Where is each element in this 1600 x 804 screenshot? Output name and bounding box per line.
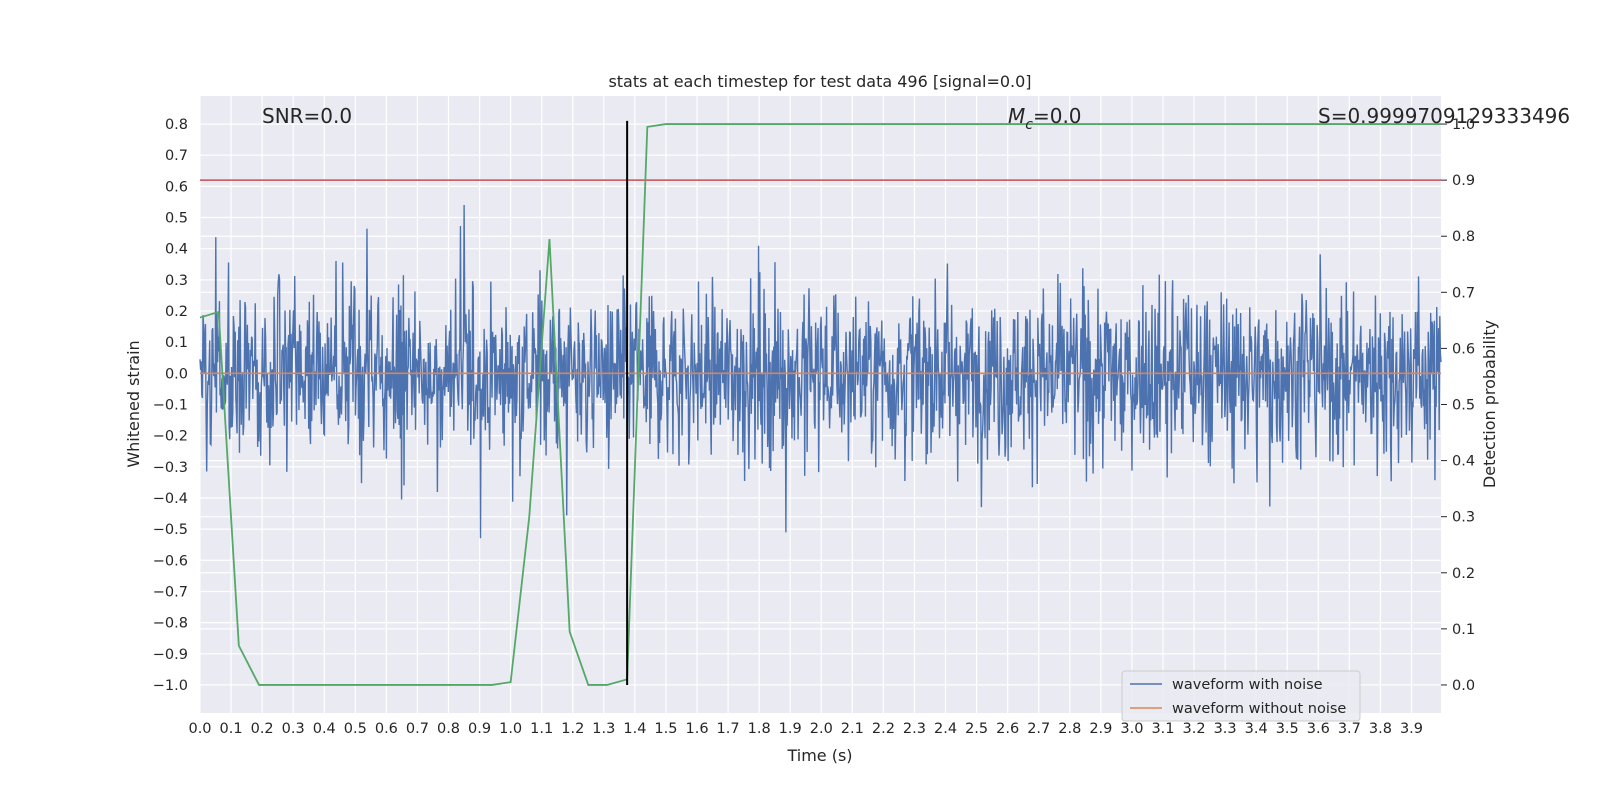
x-tick-label: 1.8 (748, 721, 771, 737)
x-tick-label: 1.5 (654, 721, 677, 737)
y2-tick-label: 0.2 (1452, 566, 1475, 582)
y-tick-label: 0.0 (165, 366, 188, 382)
x-axis-label: Time (s) (786, 746, 852, 765)
x-tick-label: 3.0 (1120, 721, 1143, 737)
x-tick-label: 0.7 (406, 721, 429, 737)
y-tick-label: −0.9 (153, 647, 188, 663)
y-ticks: 0.8 0.7 0.6 0.5 0.4 0.3 0.2 0.1 0.0 −0.1 −0.2 −0.3 −… (153, 117, 188, 694)
x-tick-label: 2.6 (996, 721, 1019, 737)
x-tick-label: 1.0 (499, 721, 522, 737)
x-tick-label: 3.9 (1400, 721, 1423, 737)
y2-tick-label: 0.3 (1452, 510, 1475, 526)
y-axis-label: Whitened strain (124, 340, 143, 467)
legend-label-clean: waveform without noise (1172, 701, 1346, 717)
y-tick-label: 0.7 (165, 148, 188, 164)
y2-tick-label: 0.8 (1452, 229, 1475, 245)
y-tick-label: 0.2 (165, 304, 188, 320)
legend-box (1121, 670, 1361, 722)
y-tick-label: −0.6 (153, 553, 188, 569)
y-tick-label: −0.3 (153, 460, 188, 476)
x-tick-label: 0.4 (313, 721, 336, 737)
x-tick-label: 3.5 (1276, 721, 1299, 737)
x-tick-label: 2.2 (872, 721, 895, 737)
noise-waveform-path (199, 204, 1442, 539)
x-tick-label: 0.3 (282, 721, 305, 737)
x-tick-label: 0.2 (251, 721, 274, 737)
x-tick-label: 3.4 (1245, 721, 1268, 737)
y2-tick-label: 0.5 (1452, 398, 1475, 414)
y-tick-label: 0.1 (165, 335, 188, 351)
y-tick-label: −0.2 (153, 429, 188, 445)
y-tick-label: −0.5 (153, 522, 188, 538)
x-tick-label: 0.9 (468, 721, 491, 737)
x-tick-label: 2.0 (810, 721, 833, 737)
y2-tick-label: 0.7 (1452, 285, 1475, 301)
x-ticks: 0.0 0.1 0.2 0.3 0.4 0.5 0.6 0.7 0.8 0.9 1.0 1.1 1.2 1… (188, 721, 1423, 737)
y2-axis-label: Detection probability (1480, 320, 1499, 488)
x-tick-label: 2.5 (965, 721, 988, 737)
y-tick-label: 0.6 (165, 179, 188, 195)
mc-annotation: Mc=0.0 (1008, 104, 1082, 133)
x-tick-label: 1.9 (779, 721, 802, 737)
x-tick-label: 1.4 (623, 721, 646, 737)
y-tick-label: 0.4 (165, 242, 188, 258)
y-tick-label: −0.4 (153, 491, 188, 507)
legend-label-noise: waveform with noise (1172, 677, 1323, 693)
y2-tick-label: 0.1 (1452, 622, 1475, 638)
y2-ticks: 1.0 0.9 0.8 0.7 0.6 0.5 0.4 0.3 0.2 0.1 0.0 (1441, 117, 1475, 694)
x-tick-label: 2.8 (1058, 721, 1081, 737)
y2-tick-label: 0.0 (1452, 678, 1475, 694)
x-tick-label: 2.1 (841, 721, 864, 737)
chart-title: stats at each timestep for test data 496… (608, 72, 1031, 91)
x-tick-label: 2.9 (1089, 721, 1112, 737)
x-tick-label: 3.3 (1214, 721, 1237, 737)
x-tick-label: 3.1 (1151, 721, 1174, 737)
x-tick-label: 1.7 (717, 721, 740, 737)
x-tick-label: 3.6 (1307, 721, 1330, 737)
y-tick-label: 0.8 (165, 117, 188, 133)
x-tick-label: 1.3 (592, 721, 615, 737)
y-tick-label: −1.0 (153, 678, 188, 694)
x-tick-label: 0.6 (375, 721, 398, 737)
series-waveform-with-noise (199, 204, 1442, 539)
x-tick-label: 2.3 (903, 721, 926, 737)
detection-probability-line (199, 123, 1441, 686)
y-tick-label: 0.5 (165, 211, 188, 227)
legend: waveform with noise waveform without noi… (1121, 670, 1361, 722)
x-tick-label: 2.7 (1027, 721, 1050, 737)
y2-tick-label: 0.4 (1452, 454, 1475, 470)
y-tick-label: −0.1 (153, 398, 188, 414)
mc-subscript: c (1025, 117, 1033, 133)
mc-symbol: M (1008, 104, 1025, 128)
y2-tick-label: 1.0 (1452, 117, 1475, 133)
x-tick-label: 0.1 (220, 721, 243, 737)
x-tick-label: 0.5 (344, 721, 367, 737)
mc-value: =0.0 (1033, 104, 1082, 128)
x-tick-label: 1.2 (561, 721, 584, 737)
snr-annotation: SNR=0.0 (262, 104, 352, 128)
probability-path (199, 123, 1441, 686)
x-tick-label: 1.6 (685, 721, 708, 737)
x-tick-label: 0.0 (188, 721, 211, 737)
y2-tick-label: 0.6 (1452, 341, 1475, 357)
x-tick-label: 3.7 (1338, 721, 1361, 737)
x-tick-label: 3.2 (1183, 721, 1206, 737)
x-tick-label: 1.1 (530, 721, 553, 737)
y-tick-label: −0.8 (153, 616, 188, 632)
x-tick-label: 0.8 (437, 721, 460, 737)
y-tick-label: −0.7 (153, 584, 188, 600)
y-tick-label: 0.3 (165, 273, 188, 289)
x-tick-label: 3.8 (1369, 721, 1392, 737)
s-annotation: S=0.9999709129333496 (1318, 104, 1570, 128)
y2-tick-label: 0.9 (1452, 173, 1475, 189)
x-tick-label: 2.4 (934, 721, 957, 737)
